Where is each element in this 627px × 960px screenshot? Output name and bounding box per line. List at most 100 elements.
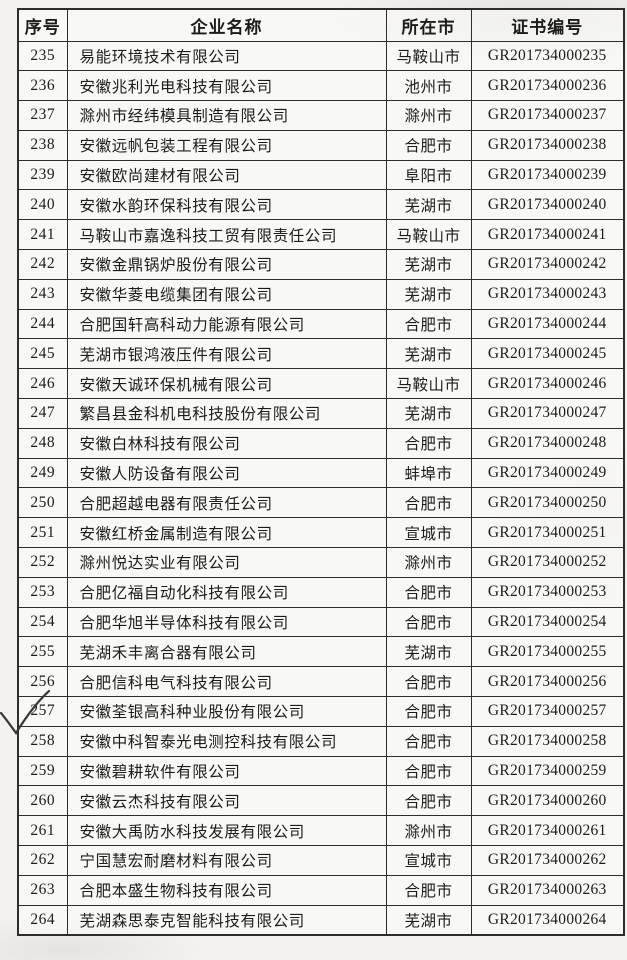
table-row: 263 合肥本盛生物科技有限公司 合肥市 GR201734000263 (17, 874, 625, 906)
cell-city: 宣城市 (385, 845, 472, 876)
table-body: 235 易能环境技术有限公司 马鞍山市 GR201734000235 236 安徽兆利光电… (17, 40, 625, 936)
table-row: 249 安徽人防设备有限公司 蚌埠市 GR201734000249 (17, 457, 625, 489)
cell-company-name: 安徽欧尚建材有限公司 (66, 159, 387, 191)
cell-company-name: 安徽云杰科技有限公司 (66, 785, 387, 817)
cell-city: 滁州市 (385, 815, 472, 847)
table-row: 260 安徽云杰科技有限公司 合肥市 GR201734000260 (17, 785, 625, 817)
cell-city: 芜湖市 (385, 398, 472, 429)
header-serial-number: 序号 (17, 8, 68, 42)
cell-city: 芜湖市 (385, 338, 472, 370)
header-city: 所在市 (385, 8, 472, 42)
table-row: 240 安徽水韵环保科技有限公司 芜湖市 GR201734000240 (17, 189, 625, 221)
cell-city: 马鞍山市 (385, 368, 472, 400)
cell-city: 合肥市 (385, 785, 472, 817)
table-row: 256 合肥信科电气科技有限公司 合肥市 GR201734000256 (17, 666, 625, 698)
cell-serial-number: 263 (17, 874, 68, 906)
cell-certificate-number: GR201734000260 (470, 785, 625, 817)
table-row: 264 芜湖森思泰克智能科技有限公司 芜湖市 GR201734000264 (17, 904, 625, 936)
table-row: 255 芜湖禾丰离合器有限公司 芜湖市 GR201734000255 (17, 636, 625, 668)
cell-certificate-number: GR201734000256 (470, 666, 625, 698)
cell-company-name: 马鞍山市嘉逸科技工贸有限责任公司 (66, 219, 387, 251)
cell-serial-number: 245 (17, 338, 68, 370)
cell-company-name: 芜湖禾丰离合器有限公司 (66, 636, 387, 668)
cell-city: 马鞍山市 (385, 40, 472, 72)
cell-company-name: 合肥信科电气科技有限公司 (66, 666, 387, 698)
cell-certificate-number: GR201734000249 (470, 457, 625, 489)
cell-certificate-number: GR201734000261 (470, 815, 625, 847)
cell-city: 池州市 (385, 70, 472, 102)
cell-certificate-number: GR201734000251 (470, 517, 625, 549)
cell-serial-number: 237 (17, 100, 68, 131)
table-header-row: 序号 企业名称 所在市 证书编号 (17, 8, 625, 42)
cell-certificate-number: GR201734000257 (470, 696, 625, 727)
table-row: 250 合肥超越电器有限责任公司 合肥市 GR201734000250 (17, 487, 625, 519)
cell-certificate-number: GR201734000252 (470, 547, 625, 578)
cell-certificate-number: GR201734000258 (470, 725, 625, 757)
cell-serial-number: 249 (17, 457, 68, 489)
cell-certificate-number: GR201734000248 (470, 427, 625, 459)
cell-company-name: 安徽大禹防水科技发展有限公司 (66, 815, 387, 847)
table-row: 262 宁国慧宏耐磨材料有限公司 宣城市 GR201734000262 (17, 845, 625, 876)
cell-company-name: 繁昌县金科机电科技股份有限公司 (66, 398, 387, 429)
cell-certificate-number: GR201734000254 (470, 606, 625, 638)
table-row: 242 安徽金鼎锅炉股份有限公司 芜湖市 GR201734000242 (17, 249, 625, 280)
cell-serial-number: 242 (17, 249, 68, 280)
cell-city: 芜湖市 (385, 904, 472, 936)
cell-city: 合肥市 (385, 576, 472, 608)
cell-serial-number: 256 (17, 666, 68, 698)
cell-serial-number: 243 (17, 278, 68, 310)
cell-serial-number: 261 (17, 815, 68, 847)
cell-company-name: 安徽荃银高科种业股份有限公司 (66, 696, 387, 727)
cell-city: 芜湖市 (385, 278, 472, 310)
cell-serial-number: 236 (17, 70, 68, 102)
cell-serial-number: 254 (17, 606, 68, 638)
cell-city: 合肥市 (385, 874, 472, 906)
cell-company-name: 合肥本盛生物科技有限公司 (66, 874, 387, 906)
cell-city: 合肥市 (385, 606, 472, 638)
cell-company-name: 易能环境技术有限公司 (66, 40, 387, 72)
cell-certificate-number: GR201734000239 (470, 159, 625, 191)
table-row: 251 安徽红桥金属制造有限公司 宣城市 GR201734000251 (17, 517, 625, 549)
cell-serial-number: 251 (17, 517, 68, 549)
cell-company-name: 安徽华菱电缆集团有限公司 (66, 278, 387, 310)
header-certificate-number: 证书编号 (470, 8, 625, 42)
cell-city: 合肥市 (385, 308, 472, 340)
table-row: 237 滁州市经纬模具制造有限公司 滁州市 GR201734000237 (17, 100, 625, 131)
cell-certificate-number: GR201734000236 (470, 70, 625, 102)
cell-city: 合肥市 (385, 755, 472, 787)
cell-serial-number: 244 (17, 308, 68, 340)
cell-serial-number: 255 (17, 636, 68, 668)
cell-certificate-number: GR201734000235 (470, 40, 625, 72)
table-row: 248 安徽白林科技有限公司 合肥市 GR201734000248 (17, 427, 625, 459)
table-row: 257 安徽荃银高科种业股份有限公司 合肥市 GR201734000257 (17, 696, 625, 727)
cell-serial-number: 238 (17, 129, 68, 161)
cell-company-name: 合肥国轩高科动力能源有限公司 (66, 308, 387, 340)
cell-company-name: 安徽金鼎锅炉股份有限公司 (66, 249, 387, 280)
header-company-name: 企业名称 (66, 8, 387, 42)
cell-certificate-number: GR201734000245 (470, 338, 625, 370)
table-row: 244 合肥国轩高科动力能源有限公司 合肥市 GR201734000244 (17, 308, 625, 340)
cell-city: 阜阳市 (385, 159, 472, 191)
certificate-table: 序号 企业名称 所在市 证书编号 235 易能环境技术有限公司 马鞍山市 GR2017… (17, 8, 625, 936)
table-row: 259 安徽碧耕软件有限公司 合肥市 GR201734000259 (17, 755, 625, 787)
cell-serial-number: 250 (17, 487, 68, 519)
cell-company-name: 安徽远帆包装工程有限公司 (66, 129, 387, 161)
cell-company-name: 安徽中科智泰光电测控科技有限公司 (66, 725, 387, 757)
cell-serial-number: 239 (17, 159, 68, 191)
cell-serial-number: 240 (17, 189, 68, 221)
cell-city: 合肥市 (385, 666, 472, 698)
cell-serial-number: 258 (17, 725, 68, 757)
cell-serial-number: 235 (17, 40, 68, 72)
cell-certificate-number: GR201734000255 (470, 636, 625, 668)
table-row: 261 安徽大禹防水科技发展有限公司 滁州市 GR201734000261 (17, 815, 625, 847)
cell-city: 合肥市 (385, 427, 472, 459)
cell-certificate-number: GR201734000246 (470, 368, 625, 400)
cell-certificate-number: GR201734000244 (470, 308, 625, 340)
cell-serial-number: 264 (17, 904, 68, 936)
cell-serial-number: 246 (17, 368, 68, 400)
cell-serial-number: 241 (17, 219, 68, 251)
table-row: 254 合肥华旭半导体科技有限公司 合肥市 GR201734000254 (17, 606, 625, 638)
table-row: 235 易能环境技术有限公司 马鞍山市 GR201734000235 (17, 40, 625, 72)
cell-serial-number: 248 (17, 427, 68, 459)
